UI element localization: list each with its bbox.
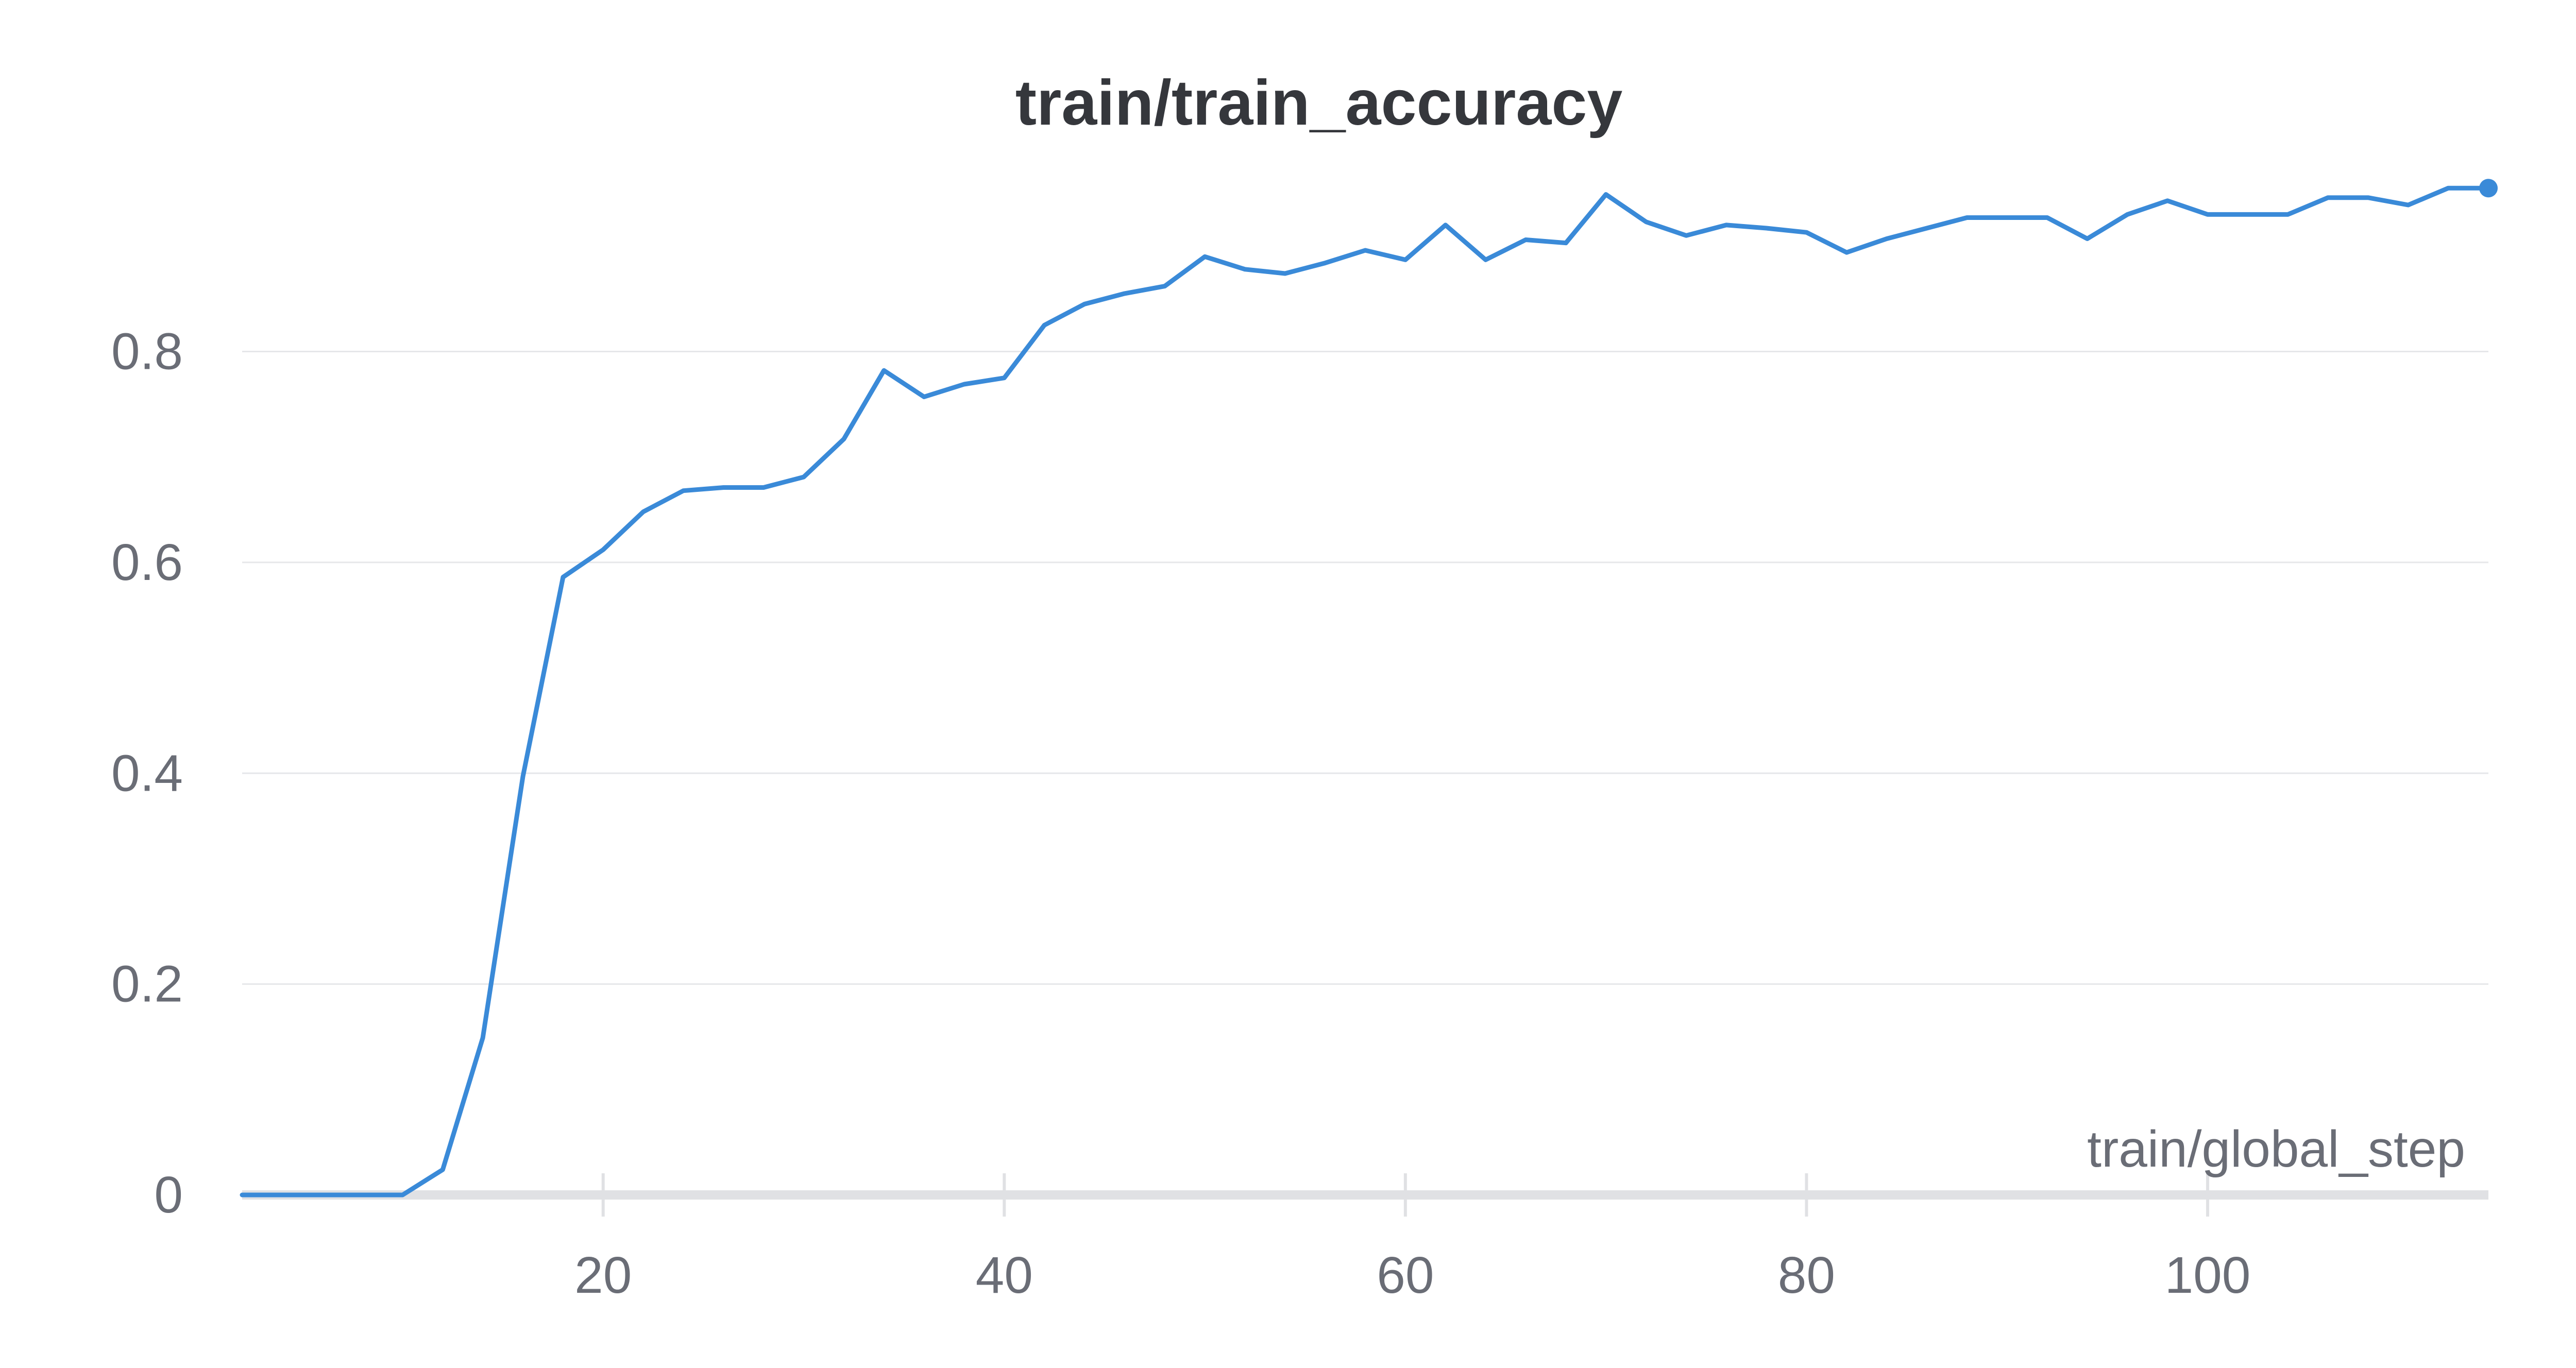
chart-title: train/train_accuracy xyxy=(1015,67,1623,139)
y-tick-label: 0.6 xyxy=(111,534,183,591)
y-axis-tick-labels: 0 0.2 0.4 0.6 0.8 xyxy=(111,323,183,1224)
y-tick-label: 0.2 xyxy=(111,955,183,1013)
x-tick-label: 80 xyxy=(1778,1246,1835,1304)
y-tick-label: 0.8 xyxy=(111,323,183,381)
x-axis xyxy=(242,1173,2488,1217)
y-tick-label: 0 xyxy=(154,1166,183,1224)
y-tick-label: 0.4 xyxy=(111,744,183,802)
grid-lines xyxy=(242,351,2488,985)
series-line xyxy=(240,185,2491,1198)
x-tick-label: 60 xyxy=(1377,1246,1434,1304)
x-tick-label: 20 xyxy=(574,1246,632,1304)
x-axis-tick-labels: 20 40 60 80 100 xyxy=(574,1246,2250,1304)
x-axis-label: train/global_step xyxy=(2087,1120,2465,1178)
series-layer xyxy=(240,179,2498,1198)
x-tick-label: 40 xyxy=(976,1246,1033,1304)
x-tick-label: 100 xyxy=(2165,1246,2251,1304)
last-point-marker xyxy=(2479,179,2498,198)
